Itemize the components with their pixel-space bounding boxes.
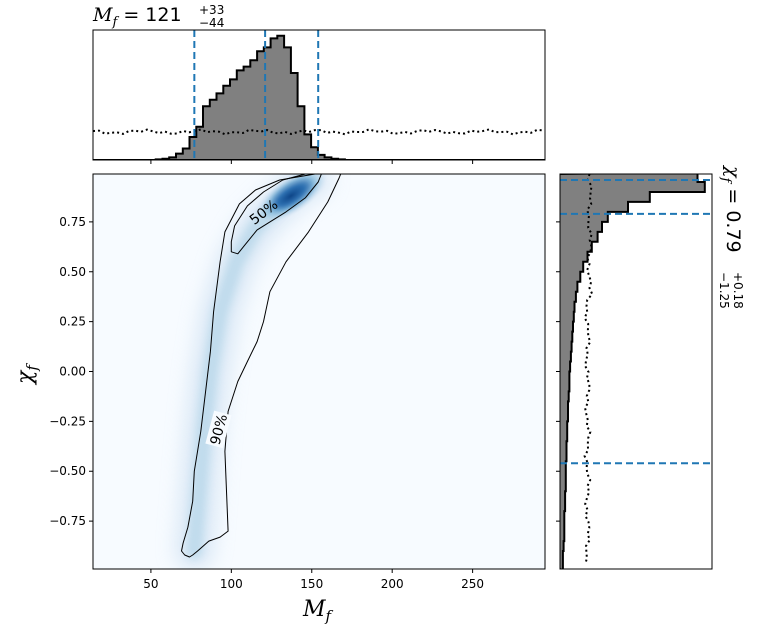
y-tick-label: 0.25	[59, 315, 86, 329]
contour-label-bg	[205, 410, 232, 449]
right-prior-line	[583, 174, 594, 565]
y-tick-label: 0.75	[59, 215, 86, 229]
x-tick-label: 150	[300, 577, 323, 591]
right-panel-title: χf = 0.79	[718, 164, 744, 253]
contour-line-90pct	[181, 174, 342, 558]
top-histogram-edge	[154, 34, 346, 160]
contour-line-50pct	[230, 174, 322, 255]
main-panel-background	[93, 174, 545, 569]
y-tick-label: −0.75	[49, 514, 86, 528]
x-tick-label: 200	[381, 577, 404, 591]
top-title-symbol: M	[92, 4, 113, 26]
y-tick-label: −0.25	[49, 414, 86, 428]
top-panel-frame	[93, 30, 545, 160]
x-tick-label: 100	[220, 577, 243, 591]
top-prior-line	[93, 128, 544, 136]
top-histogram-layer	[93, 30, 545, 160]
contour-label-90pct: 90%	[208, 413, 232, 447]
credible-contours: 50%90%	[181, 174, 342, 558]
x-tick-label: 250	[461, 577, 484, 591]
main-panel-ticks: 50 100 150 200 250 −0.75 −0.50 −0.25 0.00 0.25 0.5…	[49, 215, 484, 591]
right-title-lower-error: −1.25	[717, 272, 731, 309]
right-title-symbol: χ	[722, 164, 744, 179]
x-axis-label: Mf	[302, 597, 334, 625]
right-title-value: 0.79	[722, 210, 744, 252]
x-tick-label: 50	[143, 577, 158, 591]
top-title-value: 121	[145, 4, 181, 26]
y-axis-label: χf	[13, 363, 41, 386]
y-axis-label-group: χf	[13, 363, 41, 386]
top-panel-title: Mf = 121	[92, 4, 182, 30]
y-tick-label: −0.50	[49, 464, 86, 478]
density-peak-core	[272, 179, 312, 209]
top-title-lower-error: −44	[199, 16, 224, 30]
right-panel-ticks	[556, 221, 560, 522]
y-tick-label: 0.00	[59, 365, 86, 379]
right-marginal-panel: χf = 0.79 +0.18 −1.25	[556, 164, 745, 570]
top-title-subscript: f	[111, 15, 119, 30]
top-title-upper-error: +33	[199, 3, 224, 17]
main-2d-panel: 50%90% 50 100 150 200 250 −0.75 −0.50 −0.25 0.00…	[13, 173, 546, 625]
right-histogram-edge	[560, 174, 706, 569]
right-title-upper-error: +0.18	[731, 272, 745, 309]
right-title-subscript: f	[718, 177, 733, 185]
top-panel-ticks	[150, 160, 474, 164]
density-heatmap	[174, 174, 332, 569]
right-title-group: χf = 0.79 +0.18 −1.25	[717, 164, 745, 309]
y-tick-label: 0.50	[59, 265, 86, 279]
top-marginal-panel: Mf = 121 +33 −44	[92, 3, 546, 164]
right-histogram-layer	[560, 174, 712, 569]
top-histogram-fill	[155, 35, 345, 160]
